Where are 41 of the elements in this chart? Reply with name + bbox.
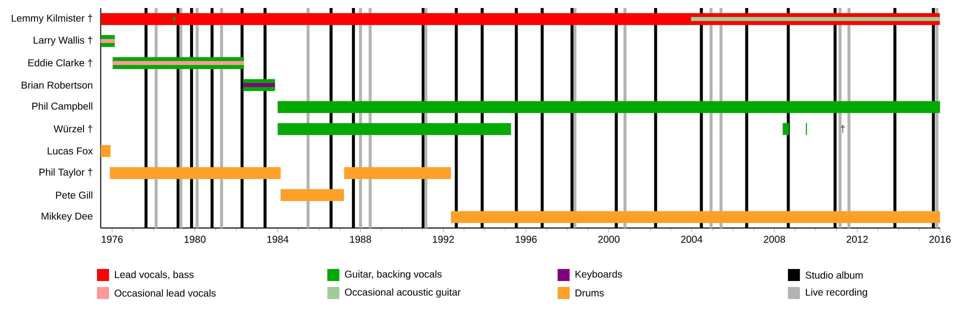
x-tick-label: 2012	[846, 236, 868, 243]
bar	[112, 61, 244, 65]
y-tick-label: Pete Gill	[56, 191, 92, 199]
x-tick-label: 1996	[516, 236, 537, 243]
bar	[450, 211, 940, 223]
legend-label: Guitar, backing vocals	[345, 270, 442, 280]
y-tick-label: Larry Wallis †	[34, 36, 92, 46]
legend-label: Occasional acoustic guitar	[344, 288, 461, 298]
bar	[100, 145, 110, 157]
bar	[278, 123, 511, 135]
x-tick-label: 1980	[184, 236, 206, 243]
y-tick-label: Brian Robertson	[22, 81, 92, 89]
bar	[278, 101, 940, 113]
x-tick-label: 1992	[432, 236, 454, 243]
x-tick-label: 1988	[350, 236, 372, 243]
x-tick-label: 2004	[681, 236, 702, 243]
bar	[280, 189, 344, 201]
y-tick-label: Mikkey Dee	[42, 212, 92, 222]
legend-label: Occasional lead vocals	[114, 289, 216, 297]
x-tick-label: 2016	[929, 236, 951, 243]
annotation: †	[840, 125, 845, 133]
x-tick-label: 2000	[598, 236, 620, 243]
legend-label: Lead vocals, bass	[115, 270, 194, 280]
bar	[691, 17, 940, 21]
x-tick-label: 2008	[764, 236, 786, 243]
bar	[243, 83, 275, 87]
y-tick-label: Phil Campbell	[32, 102, 92, 112]
x-tick-label: 1976	[102, 236, 123, 243]
bar	[344, 167, 451, 179]
y-tick-label: Lucas Fox	[48, 148, 93, 154]
legend-label: Drums	[576, 290, 604, 296]
y-tick-label: Würzel †	[54, 125, 92, 133]
y-tick-label: Phil Taylor †	[39, 168, 92, 178]
x-tick-label: 1984	[267, 236, 288, 243]
y-tick-label: Eddie Clarke †	[28, 59, 92, 67]
text: Live recording	[806, 288, 868, 298]
bar	[110, 167, 281, 179]
y-tick-label: Lemmy Kilmister †	[12, 14, 92, 24]
legend-label: Keyboards	[576, 270, 622, 280]
bar	[100, 39, 115, 43]
text: Studio album	[806, 271, 863, 279]
